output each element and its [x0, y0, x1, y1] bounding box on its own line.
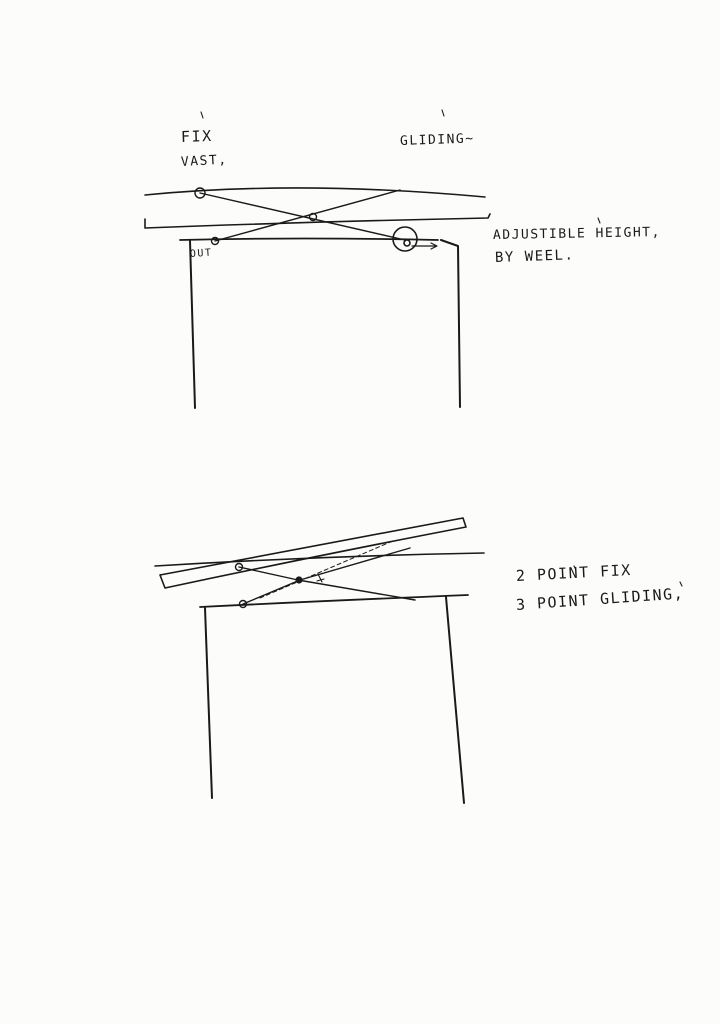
top-table-left-leg: [189, 240, 196, 409]
bottom-pivot-left: [234, 562, 244, 572]
top-table-right-leg: [440, 239, 461, 408]
top-upper-bar: [144, 187, 486, 198]
top-adjust-wheel: [392, 226, 418, 252]
top-label-small: OUT: [189, 247, 213, 260]
bottom-table-top: [199, 594, 469, 608]
top-tick-fix: [200, 111, 204, 119]
top-label-gliding: GLIDING~: [399, 131, 475, 149]
top-pivot-bottom-left: [210, 236, 220, 246]
top-tick-gliding: [441, 109, 445, 117]
top-label-fix: FIX: [180, 126, 213, 146]
top-adjust-wheel-hub: [403, 239, 411, 247]
top-pivot-left: [194, 187, 206, 199]
bottom-tick-fix: [573, 565, 577, 571]
bottom-scissor-dashed: [259, 539, 396, 599]
top-note-adjustable-height: ADJUSTIBLE HEIGHT,: [492, 225, 661, 243]
top-wheel-arrow: [411, 242, 438, 250]
bottom-scissor-arm-b: [242, 547, 411, 605]
bottom-table-left-leg: [204, 607, 213, 799]
top-scissor-arm-b: [214, 189, 401, 242]
bottom-table-right-leg: [445, 596, 465, 804]
bottom-tick-gliding: [679, 581, 683, 587]
bottom-tilted-board: [159, 517, 467, 589]
bottom-long-bar: [154, 552, 485, 567]
bottom-figure: [154, 517, 683, 804]
bottom-pivot-bottom: [238, 599, 248, 609]
top-middle-bar: [144, 213, 491, 229]
top-note-by-wheel: BY WEEL.: [494, 247, 575, 266]
top-tick-adj: [597, 217, 601, 224]
bottom-arrow-mark: [316, 573, 325, 583]
top-figure: [144, 109, 601, 409]
top-pivot-center: [308, 212, 318, 222]
bottom-pivot-center: [295, 576, 303, 584]
top-label-vast: VAST,: [180, 152, 228, 170]
